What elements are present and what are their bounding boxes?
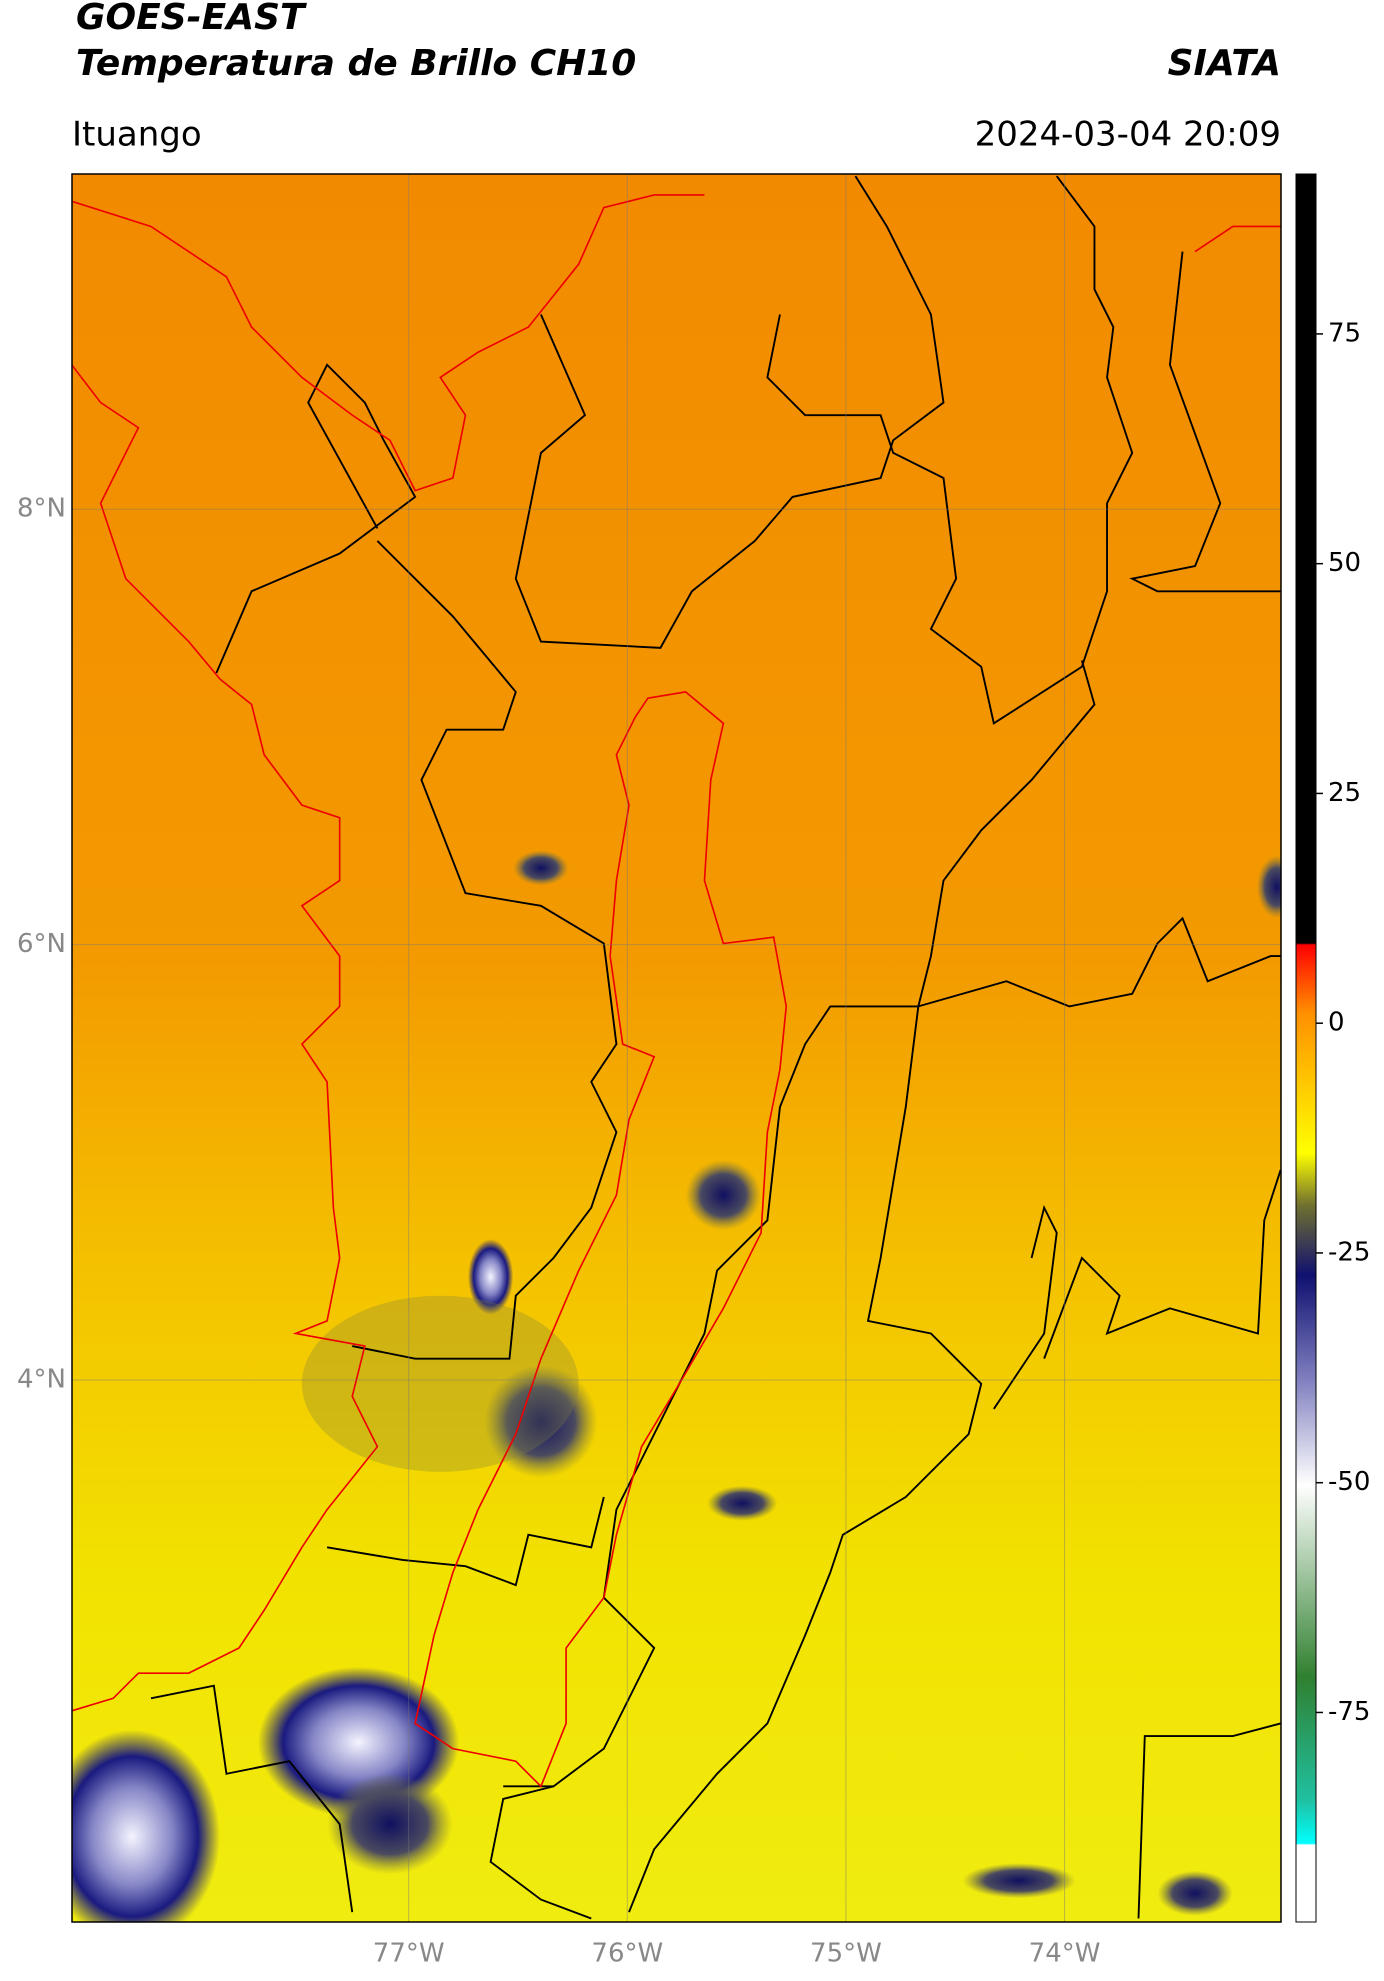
- x-tick-label: 77°W: [373, 1939, 445, 1969]
- colorbar-tick-label: -50: [1328, 1467, 1370, 1497]
- map: [72, 174, 1281, 1922]
- map-background: [72, 174, 1281, 1922]
- colorbar-tick-label: 25: [1328, 778, 1361, 808]
- colorbar-tick-label: 0: [1328, 1008, 1345, 1038]
- x-tick-label: 74°W: [1029, 1939, 1101, 1969]
- timestamp: 2024-03-04 20:09: [975, 115, 1281, 155]
- y-tick-label: 8°N: [17, 494, 66, 524]
- colorbar-tick-label: -75: [1328, 1697, 1370, 1727]
- colorbar-tick-label: -25: [1328, 1237, 1370, 1267]
- colorbar-tick-label: 50: [1328, 548, 1361, 578]
- colorbar: [1295, 173, 1317, 1923]
- y-tick-label: 6°N: [17, 929, 66, 959]
- subtitle: Temperatura de Brillo CH10: [76, 43, 636, 84]
- x-tick-label: 75°W: [810, 1939, 882, 1969]
- y-tick-label: 4°N: [17, 1364, 66, 1394]
- title: GOES-EAST: [76, 0, 307, 38]
- cloud-tops: [72, 850, 1281, 1922]
- coastline: [72, 194, 1281, 1788]
- colorbar-tick-label: 75: [1328, 318, 1361, 348]
- region: Ituango: [72, 115, 202, 155]
- map-frame: [71, 173, 1282, 1923]
- source: SIATA: [1168, 43, 1281, 84]
- x-tick-label: 76°W: [591, 1939, 663, 1969]
- borders: [150, 175, 1281, 1920]
